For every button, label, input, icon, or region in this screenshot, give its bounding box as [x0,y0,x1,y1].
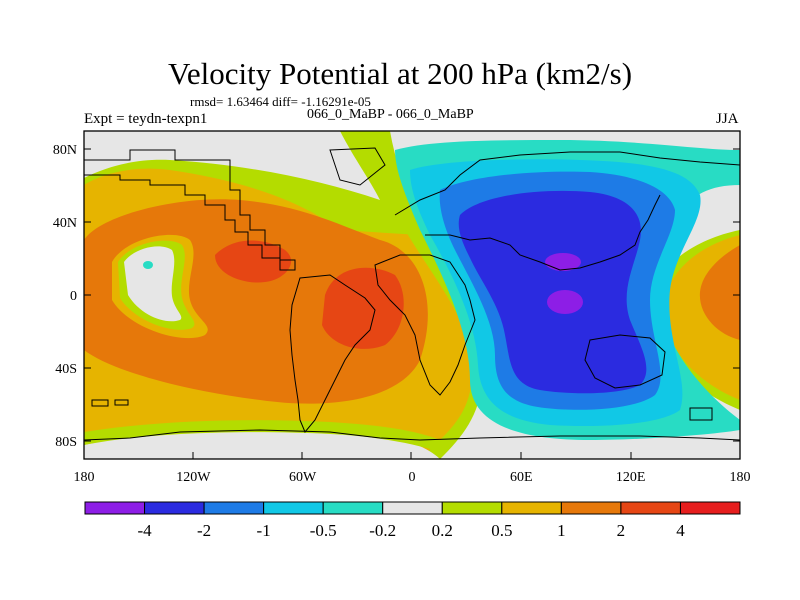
colorbar-label: -0.5 [310,521,337,540]
band-neutral-south [84,428,440,459]
band-neg-local-min [143,261,153,269]
coastline-eurasia [394,151,740,271]
band-below-neg4-north [545,253,581,271]
axis-ticks [83,148,741,459]
x-tick-label: 60W [289,470,317,485]
y-tick-labels: 80N 40N 0 40S 80S [53,143,77,450]
x-tick-label: 120E [616,470,646,485]
colorbar-swatch [84,501,146,515]
colorbar-label: 4 [676,521,685,540]
y-tick-label: 0 [70,289,77,304]
colorbar-swatch [203,501,265,515]
colorbar-swatch [560,501,622,515]
coastline-south-america [289,274,376,433]
x-tick-labels: 180 120W 60W 0 60E 120E 180 [74,470,751,485]
y-tick-label: 80S [55,435,77,450]
band-2-4-west [215,240,292,283]
band-0.2-0.5-south [84,420,440,452]
contour-field [84,131,740,459]
x-tick-label: 60E [510,470,533,485]
band-neutral-inner [124,246,182,322]
coastline-south-islands [91,399,713,421]
colorbar-swatch [382,501,443,515]
case-label: 066_0_MaBP - 066_0_MaBP [307,107,474,122]
coastline-australia [584,334,666,389]
colorbar-swatch [441,501,503,515]
coastlines [84,147,740,441]
x-tick-label: 120W [176,470,211,485]
x-tick-label: 180 [730,470,751,485]
colorbar-label: 0.5 [491,521,512,540]
stats-line: rmsd= 1.63464 diff= -1.16291e-05 [190,94,371,109]
colorbar-swatch [144,501,205,515]
band-neutral-north [84,131,380,200]
colorbar-label: 2 [617,521,626,540]
colorbar-label: 0.2 [432,521,453,540]
band-1-2-east-edge [699,245,740,340]
y-tick-label: 40N [53,216,77,231]
coastline-north-america [84,149,296,271]
colorbar-swatch [263,501,324,515]
colorbar-swatch [322,501,384,515]
colorbar-label: -0.2 [369,521,396,540]
band-below-neg4-south [547,290,583,314]
colorbar-swatch [679,501,741,515]
band-neg4-neg2 [458,190,647,394]
coastline-africa [374,254,476,396]
x-tick-label: 180 [74,470,95,485]
y-tick-label: 80N [53,143,77,158]
chart-title: Velocity Potential at 200 hPa (km2/s) [167,56,633,91]
colorbar-label: -1 [257,521,271,540]
season-label: JJA [716,111,739,127]
y-tick-label: 40S [55,362,77,377]
colorbar-swatch [501,501,562,515]
x-tick-label: 0 [409,470,416,485]
experiment-label: Expt = teydn-texpn1 [84,111,208,127]
band-2-4-central [322,267,404,349]
colorbar-labels: -4 -2 -1 -0.5 -0.2 0.2 0.5 1 2 4 [137,521,685,540]
colorbar-label: 1 [557,521,566,540]
colorbar [84,501,741,515]
colorbar-label: -2 [197,521,211,540]
colorbar-swatch [620,501,681,515]
coastline-antarctica [84,429,740,441]
coastline-greenland [329,147,386,186]
colorbar-label: -4 [137,521,152,540]
